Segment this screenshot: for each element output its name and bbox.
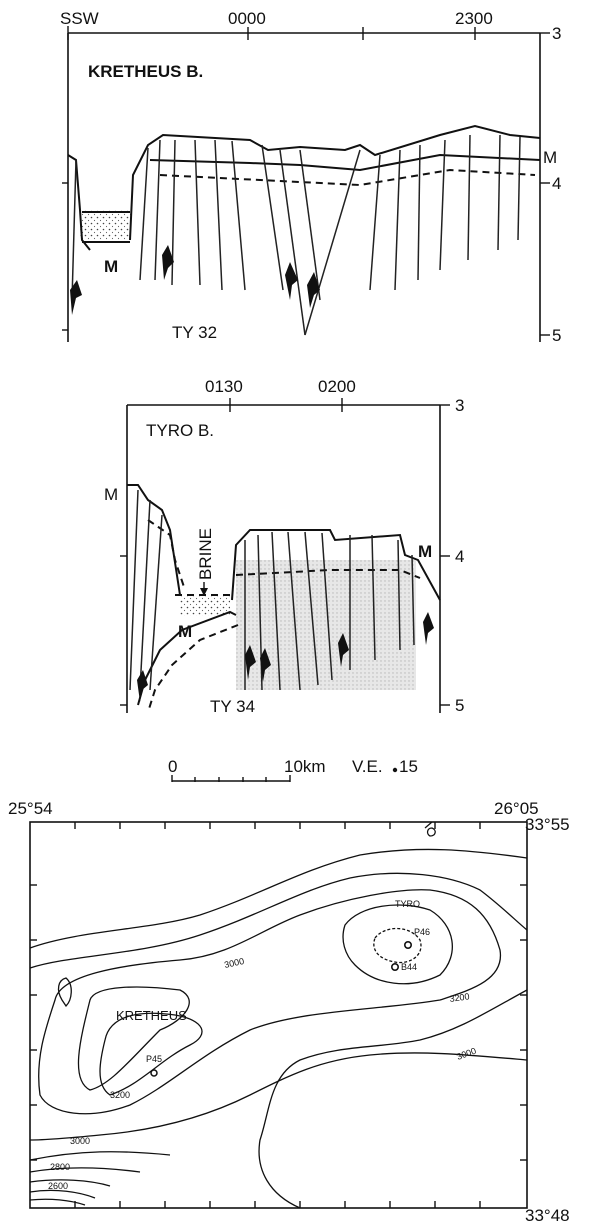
site-label-p45: P45 xyxy=(146,1054,162,1064)
contours-group xyxy=(29,821,528,1209)
contour-label-2600: 2600 xyxy=(48,1181,68,1191)
basin-label-kretheus: KRETHEUS xyxy=(116,1008,187,1023)
site-label-p46: P46 xyxy=(414,927,430,937)
brine-label: BRINE xyxy=(196,528,215,580)
m-basin-label: M xyxy=(104,257,118,276)
contour-label-3200-tyro: 3200 xyxy=(449,991,470,1004)
depth-label-5: 5 xyxy=(455,696,464,715)
depth-label-3: 3 xyxy=(552,24,561,43)
contour-label-2800: 2800 xyxy=(50,1162,70,1172)
lon-right: 26°05 xyxy=(494,799,539,818)
depth-label-5: 5 xyxy=(552,326,561,345)
map-frame xyxy=(29,821,528,1209)
time-label-0000: 0000 xyxy=(228,9,266,28)
depth-label-4: 4 xyxy=(552,174,561,193)
m-reflector-label-right: M xyxy=(418,542,432,561)
line-label: TY 34 xyxy=(210,697,255,716)
contour-label-3000-upper: 3000 xyxy=(223,956,245,970)
profile-tyro: 0130 0200 3 4 5 TYRO B. M M M BRINE xyxy=(104,377,464,716)
scale-zero: 0 xyxy=(168,757,177,776)
brine-pool xyxy=(180,596,230,616)
faults-group xyxy=(71,134,521,336)
ve-value: 15 xyxy=(399,757,418,776)
bathymetric-map: 25°54 26°05 33°55 33°48 xyxy=(8,799,570,1224)
site-label-b44: B44 xyxy=(401,962,417,972)
time-label-0200: 0200 xyxy=(318,377,356,396)
scale-distance: 10km xyxy=(284,757,326,776)
profile-title: TYRO B. xyxy=(146,421,214,440)
site-marker-p45 xyxy=(150,1069,158,1077)
contour-label-3000-lower: 3000 xyxy=(70,1136,90,1146)
depth-label-4: 4 xyxy=(455,547,464,566)
profile-kretheus: SSW 0000 2300 3 4 5 M KRETHEUS B. M xyxy=(60,9,561,345)
scale-bar: 0 10km V.E. 15 xyxy=(168,757,418,782)
ve-prefix: V.E. xyxy=(352,757,383,776)
m-reflector-label-left: M xyxy=(104,485,118,504)
contour-label-3000-right: 3000 xyxy=(455,1046,477,1062)
direction-label: SSW xyxy=(60,9,99,28)
site-marker-p46 xyxy=(403,940,412,949)
time-label-0130: 0130 xyxy=(205,377,243,396)
basin-label-tyro: TYRO xyxy=(395,899,420,909)
profile-title: KRETHEUS B. xyxy=(88,62,203,81)
faults-group xyxy=(129,489,415,691)
m-reflector-label: M xyxy=(543,148,557,167)
contour-label-3200-kretheus: 3200 xyxy=(110,1090,130,1100)
basin-fill xyxy=(80,210,132,240)
lon-left: 25°54 xyxy=(8,799,53,818)
depth-label-3: 3 xyxy=(455,396,464,415)
time-label-2300: 2300 xyxy=(455,9,493,28)
lat-top: 33°55 xyxy=(525,815,570,834)
lat-bottom: 33°48 xyxy=(525,1206,570,1224)
site-marker-b44 xyxy=(390,962,399,971)
line-label: TY 32 xyxy=(172,323,217,342)
